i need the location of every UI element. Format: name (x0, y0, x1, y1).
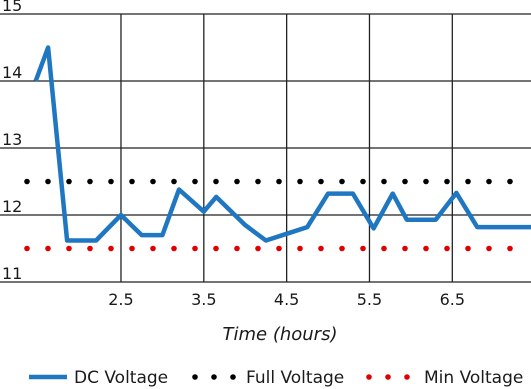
min-voltage-point (24, 245, 30, 252)
legend-swatch-min-voltage (366, 374, 372, 380)
y-tick-label: 12 (2, 197, 22, 216)
x-axis-title: Time (hours) (223, 324, 338, 345)
legend-swatch-full-voltage (211, 374, 217, 380)
dc-voltage-line (33, 45, 531, 243)
x-tick-label: 5.5 (357, 290, 382, 309)
full-voltage-point (381, 178, 387, 185)
min-voltage-point (465, 245, 471, 252)
data-series (33, 45, 531, 243)
full-voltage-point (129, 178, 135, 185)
full-voltage-point (66, 178, 72, 185)
legend-label-full-voltage: Full Voltage (246, 368, 344, 388)
legend-swatch-full-voltage (192, 374, 198, 380)
min-voltage-point (360, 245, 366, 252)
full-voltage-point (171, 178, 177, 185)
legend-swatch-min-voltage (385, 374, 391, 380)
min-voltage-point (255, 245, 261, 252)
min-voltage-point (381, 245, 387, 252)
legend-label-dc-voltage: DC Voltage (74, 368, 168, 388)
min-voltage-point (234, 245, 240, 252)
legend-swatch-full-voltage (230, 374, 236, 380)
min-voltage-point (297, 245, 303, 252)
min-voltage-point (507, 245, 513, 252)
min-voltage-point (423, 245, 429, 252)
full-voltage-point (150, 178, 156, 185)
reference-lines (24, 178, 513, 252)
x-tick-label: 3.5 (191, 290, 216, 309)
min-voltage-point (339, 245, 345, 252)
full-voltage-point (444, 178, 450, 185)
full-voltage-point (24, 178, 30, 185)
min-voltage-point (66, 245, 72, 252)
full-voltage-point (318, 178, 324, 185)
full-voltage-point (360, 178, 366, 185)
full-voltage-point (339, 178, 345, 185)
legend: DC Voltage Full Voltage Min Voltage (29, 368, 523, 388)
min-voltage-point (192, 245, 198, 252)
x-tick-label: 6.5 (440, 290, 465, 309)
full-voltage-point (276, 178, 282, 185)
y-tick-label: 13 (2, 130, 22, 149)
y-tick-label: 11 (2, 264, 22, 283)
full-voltage-point (192, 178, 198, 185)
min-voltage-point (444, 245, 450, 252)
full-voltage-point (402, 178, 408, 185)
x-tick-label: 2.5 (108, 290, 133, 309)
full-voltage-point (297, 178, 303, 185)
full-voltage-point (45, 178, 51, 185)
full-voltage-point (423, 178, 429, 185)
y-axis-ticks: 11 12 13 14 15 (2, 0, 22, 283)
min-voltage-point (402, 245, 408, 252)
legend-swatch-min-voltage (404, 374, 410, 380)
full-voltage-point (486, 178, 492, 185)
min-voltage-point (45, 245, 51, 252)
full-voltage-point (255, 178, 261, 185)
min-voltage-point (171, 245, 177, 252)
min-voltage-point (129, 245, 135, 252)
full-voltage-point (108, 178, 114, 185)
full-voltage-point (213, 178, 219, 185)
min-voltage-point (87, 245, 93, 252)
full-voltage-point (465, 178, 471, 185)
x-axis-ticks: 2.5 3.5 4.5 5.5 6.5 (108, 290, 465, 309)
min-voltage-point (318, 245, 324, 252)
y-tick-label: 15 (2, 0, 22, 15)
y-tick-label: 14 (2, 63, 22, 82)
full-voltage-point (87, 178, 93, 185)
x-tick-label: 4.5 (274, 290, 299, 309)
min-voltage-point (108, 245, 114, 252)
min-voltage-point (150, 245, 156, 252)
full-voltage-point (507, 178, 513, 185)
min-voltage-point (276, 245, 282, 252)
legend-label-min-voltage: Min Voltage (424, 368, 523, 388)
grid (0, 13, 531, 283)
min-voltage-point (486, 245, 492, 252)
min-voltage-point (213, 245, 219, 252)
full-voltage-point (234, 178, 240, 185)
